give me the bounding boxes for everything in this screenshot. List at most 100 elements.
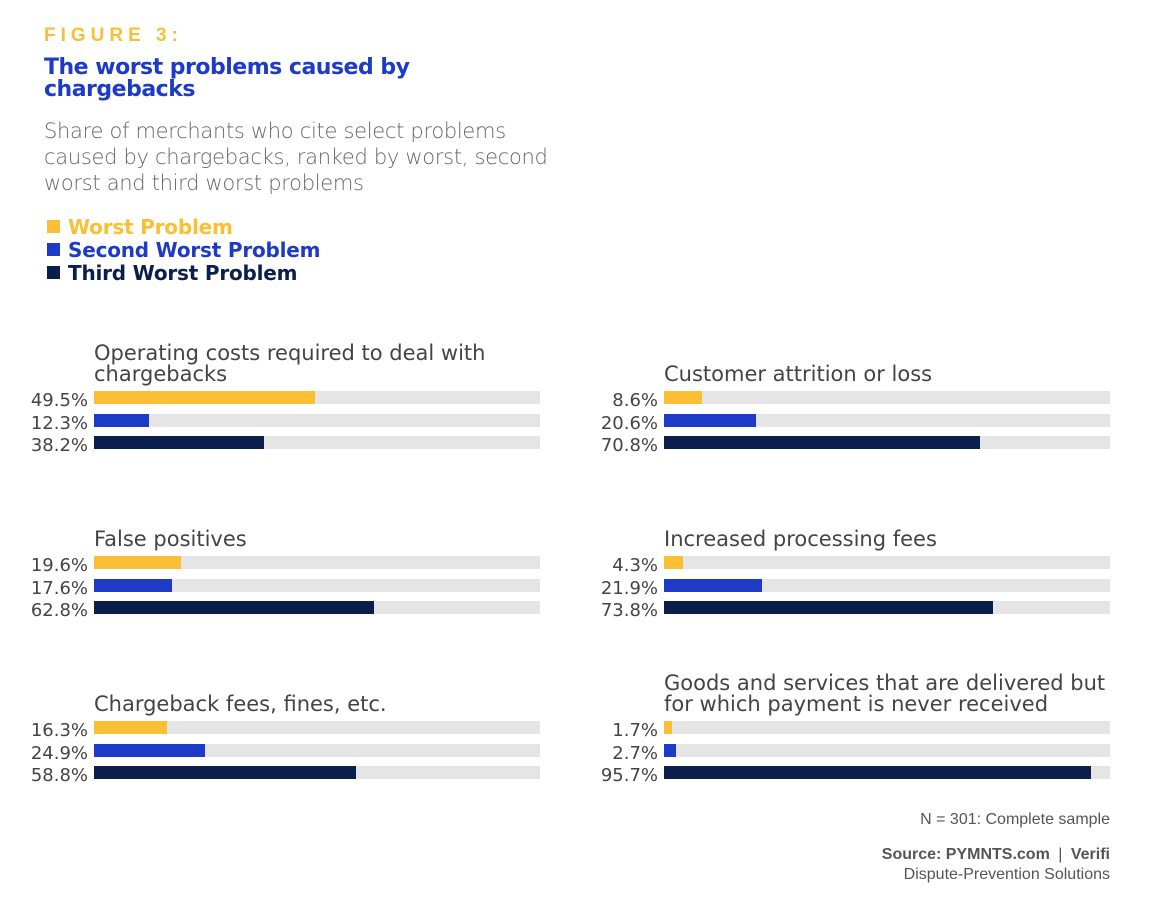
bar-row: 16.3%	[0, 719, 1000, 742]
bar-third-worst-problem	[94, 766, 357, 779]
bar-track	[94, 601, 540, 614]
bar-worst-problem	[664, 721, 672, 734]
bar-third-worst-problem	[94, 601, 375, 614]
data-label: 58.8%	[30, 765, 88, 786]
legend: Worst Problem Second Worst Problem Third W…	[47, 214, 321, 285]
legend-label: Third Worst Problem	[68, 260, 298, 285]
data-label: 2.7%	[612, 742, 658, 764]
bar-track	[664, 743, 1110, 757]
bar-row: 95.7%	[570, 764, 1150, 787]
bar-worst-problem	[94, 721, 167, 734]
chart-panel: False positives 19.6% 17.6% 62.8%	[0, 529, 1000, 622]
figure-label: FIGURE 3:	[44, 25, 183, 46]
legend-item: Third Worst Problem	[47, 260, 320, 285]
panel-title: Goods and services that are delivered bu…	[664, 671, 1106, 716]
bar-track	[94, 766, 540, 779]
bar-worst-problem	[664, 556, 684, 569]
data-label: 1.7%	[612, 720, 658, 741]
legend-label: Worst Problem	[68, 214, 233, 239]
bar-row: 12.3%	[0, 412, 1000, 435]
bar-second-worst-problem	[664, 413, 756, 427]
data-label: 49.5%	[30, 390, 88, 411]
data-label: 16.3%	[30, 720, 88, 741]
bar-row: 70.8%	[570, 434, 1150, 457]
chart-panel: Increased processing fees 4.3% 21.9% 73.8%	[570, 529, 1150, 622]
bar-row: 58.8%	[0, 764, 1000, 787]
bar-row: 62.8%	[0, 599, 1000, 622]
legend-label: Second Worst Problem	[68, 237, 321, 262]
bar-track	[664, 766, 1110, 779]
bar-second-worst-problem	[94, 578, 173, 592]
panel-title: Customer attrition or loss	[664, 362, 933, 386]
bar-third-worst-problem	[94, 436, 265, 449]
source-text: Source: PYMNTS.com	[881, 846, 1050, 863]
data-label: 70.8%	[600, 435, 658, 456]
partner-name: Verifi	[1070, 846, 1110, 863]
data-label: 73.8%	[600, 600, 658, 621]
bar-track	[94, 556, 540, 569]
panel-title: Operating costs required to deal with ch…	[94, 341, 486, 386]
bar-row: 21.9%	[570, 577, 1150, 600]
panel-title: Increased processing fees	[664, 527, 937, 551]
data-label: 21.9%	[600, 577, 658, 599]
bar-row: 8.6%	[570, 389, 1150, 412]
source-line: Source: PYMNTS.com | Verifi	[882, 846, 1110, 864]
bar-row: 49.5%	[0, 389, 1000, 412]
legend-item: Second Worst Problem	[47, 237, 321, 262]
bar-row: 20.6%	[570, 412, 1150, 435]
bar-row: 19.6%	[0, 554, 1000, 577]
bar-track	[94, 413, 540, 427]
chart-panel: Goods and services that are delivered bu…	[570, 673, 1150, 787]
bar-track	[664, 578, 1110, 592]
sample-note: N = 301: Complete sample	[920, 811, 1110, 828]
bar-third-worst-problem	[664, 436, 980, 449]
bar-third-worst-problem	[664, 766, 1091, 779]
bar-track	[664, 601, 1110, 614]
data-label: 17.6%	[30, 577, 88, 599]
chart-title: The worst problems caused by chargebacks	[44, 55, 410, 102]
bar-track	[94, 721, 540, 734]
data-label: 12.3%	[30, 412, 88, 434]
legend-item: Worst Problem	[47, 214, 320, 239]
bar-track	[664, 721, 1110, 734]
chart-panel: Operating costs required to deal with ch…	[0, 343, 1000, 457]
bar-track	[94, 391, 540, 404]
bar-track	[664, 556, 1110, 569]
bar-track	[94, 743, 540, 757]
bar-row: 17.6%	[0, 577, 1000, 600]
bar-row: 1.7%	[570, 719, 1150, 742]
bar-row: 24.9%	[0, 742, 1000, 765]
bar-track	[664, 413, 1110, 427]
bar-worst-problem	[94, 556, 182, 569]
bar-second-worst-problem	[664, 578, 762, 592]
bar-worst-problem	[664, 391, 703, 404]
bar-row: 73.8%	[570, 599, 1150, 622]
bar-track	[664, 436, 1110, 449]
legend-swatch	[47, 266, 60, 279]
bar-third-worst-problem	[664, 601, 994, 614]
chart-panel: Chargeback fees, fines, etc. 16.3% 24.9% 58…	[0, 694, 1000, 787]
data-label: 4.3%	[612, 555, 658, 576]
partner-subtitle: Dispute-Prevention Solutions	[903, 866, 1110, 883]
data-label: 95.7%	[600, 765, 658, 786]
bar-second-worst-problem	[94, 413, 149, 427]
chart-subtitle: Share of merchants who cite select probl…	[44, 119, 548, 195]
legend-swatch	[47, 243, 60, 256]
bar-worst-problem	[94, 391, 315, 404]
chart-panel: Customer attrition or loss 8.6% 20.6% 70.8%	[570, 364, 1150, 457]
bar-track	[664, 391, 1110, 404]
bar-second-worst-problem	[664, 743, 677, 757]
data-label: 19.6%	[30, 555, 88, 576]
bar-track	[94, 578, 540, 592]
data-label: 24.9%	[30, 742, 88, 764]
source-separator: |	[1058, 846, 1063, 863]
panel-title: False positives	[94, 527, 247, 551]
data-label: 20.6%	[600, 412, 658, 434]
data-label: 62.8%	[30, 600, 88, 621]
bar-row: 4.3%	[570, 554, 1150, 577]
bar-row: 38.2%	[0, 434, 1000, 457]
data-label: 8.6%	[612, 390, 658, 411]
bar-row: 2.7%	[570, 742, 1150, 765]
panel-title: Chargeback fees, fines, etc.	[94, 692, 387, 716]
bar-track	[94, 436, 540, 449]
